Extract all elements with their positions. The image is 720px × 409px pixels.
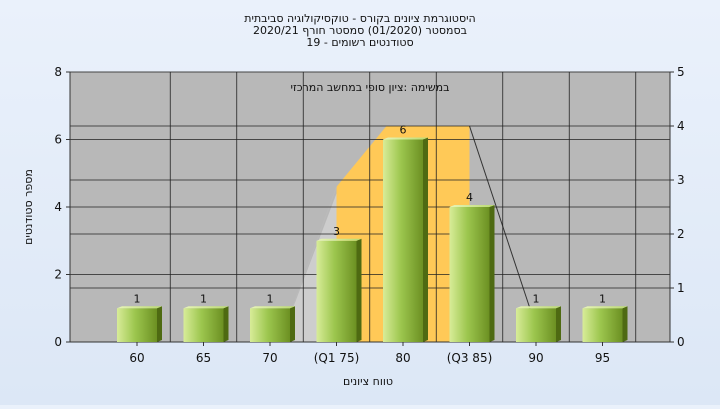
- x-axis-title: טווח ציונים: [343, 375, 393, 388]
- bar-top-7: [582, 306, 628, 309]
- bar-top-5: [449, 205, 495, 207]
- chart-annotation: במשימה :ציון סופי במחשב המרכזי: [290, 81, 449, 94]
- bar-top-4: [383, 137, 428, 140]
- chart-title-line-2: בסמסטר (01/2020) סמסטר חורף 2020/21: [253, 24, 467, 37]
- data-label-5: 4: [466, 191, 473, 204]
- bar-side-5: [489, 205, 495, 342]
- bar-side-0: [157, 306, 162, 342]
- bar-top-2: [250, 306, 295, 309]
- y-tick-label: 8: [54, 65, 62, 79]
- y2-tick-label: 3: [677, 173, 685, 187]
- bar-side-3: [356, 238, 362, 342]
- x-tick-label: 65: [196, 351, 211, 365]
- y2-tick-label: 1: [677, 281, 685, 295]
- chart-title-line-1: היסטוגרמת ציונים בקורס - טוקסיקולוגיה סב…: [244, 12, 475, 25]
- bar-side-6: [556, 306, 561, 342]
- bar-1: [183, 308, 224, 342]
- whisker-line-right: [469, 125, 532, 312]
- bar-5: [449, 207, 490, 342]
- y2-tick-label: 0: [677, 335, 685, 349]
- bar-top-3: [316, 238, 362, 241]
- x-tick-label: (Q1 75): [314, 351, 360, 365]
- y-tick-label: 4: [54, 200, 62, 214]
- bar-side-7: [622, 306, 628, 342]
- bar-2: [250, 308, 290, 342]
- y2-tick-label: 4: [677, 119, 685, 133]
- x-tick-label: 95: [595, 351, 610, 365]
- x-tick-label: 90: [528, 351, 543, 365]
- data-label-4: 6: [400, 124, 407, 137]
- data-label-1: 1: [200, 292, 207, 305]
- bar-top-0: [117, 306, 162, 309]
- bar-3: [316, 240, 357, 342]
- bar-side-1: [223, 306, 229, 342]
- data-label-2: 1: [267, 292, 274, 305]
- data-label-0: 1: [134, 292, 141, 305]
- y-axis-title: מספר סטודנטים: [22, 169, 35, 245]
- data-label-3: 3: [333, 225, 340, 238]
- bar-top-6: [516, 306, 561, 309]
- x-tick-label: 70: [262, 351, 277, 365]
- bar-side-2: [290, 306, 295, 342]
- y2-tick-label: 5: [677, 65, 685, 79]
- x-tick-label: 60: [129, 351, 144, 365]
- chart-title-line-3: סטודנטים רשומים - 19: [306, 36, 413, 49]
- y2-tick-label: 2: [677, 227, 685, 241]
- bar-6: [516, 308, 556, 342]
- bar-side-4: [423, 137, 428, 342]
- y-tick-label: 0: [54, 335, 62, 349]
- data-label-7: 1: [599, 292, 606, 305]
- x-tick-label: 80: [395, 351, 410, 365]
- bar-7: [582, 308, 623, 342]
- y-tick-label: 6: [54, 133, 62, 147]
- y-tick-label: 2: [54, 268, 62, 282]
- bar-0: [117, 308, 157, 342]
- bar-4: [383, 139, 423, 342]
- x-tick-label: (Q3 85): [447, 351, 493, 365]
- bar-top-1: [183, 306, 229, 309]
- data-label-6: 1: [533, 292, 540, 305]
